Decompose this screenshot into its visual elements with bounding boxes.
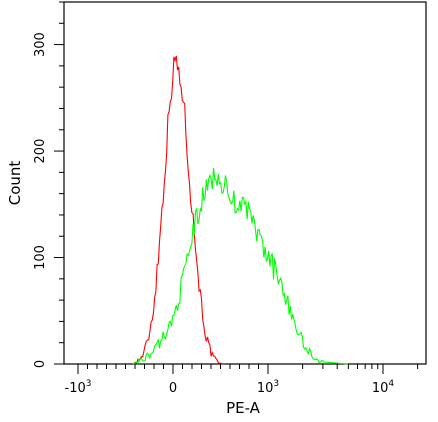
plot-area	[63, 1, 427, 365]
histogram-series-1	[132, 55, 225, 365]
histogram-series-2	[132, 167, 348, 365]
x-tick-label: 104	[372, 379, 395, 396]
y-tick-label: 100	[33, 245, 48, 270]
x-tick-label: 103	[257, 379, 279, 396]
y-tick-label: 200	[33, 139, 48, 164]
y-minor-ticks	[59, 1, 64, 344]
y-major-ticks: 0 100 200 300	[33, 32, 64, 368]
y-tick-label: 0	[33, 360, 48, 368]
x-tick-label: -103	[65, 379, 92, 396]
y-axis-label: Count	[6, 161, 24, 206]
x-tick-label: 0	[169, 381, 177, 396]
x-axis-label: PE-A	[226, 399, 261, 417]
x-major-ticks: -103 0 103 104	[65, 364, 395, 396]
x-minor-ticks	[87, 364, 419, 369]
series-layer	[132, 55, 348, 365]
y-tick-label: 300	[33, 32, 48, 57]
x-tick-exponent: 4	[388, 379, 394, 389]
x-tick-exponent: 3	[273, 379, 279, 389]
x-tick-exponent: 3	[86, 379, 92, 389]
